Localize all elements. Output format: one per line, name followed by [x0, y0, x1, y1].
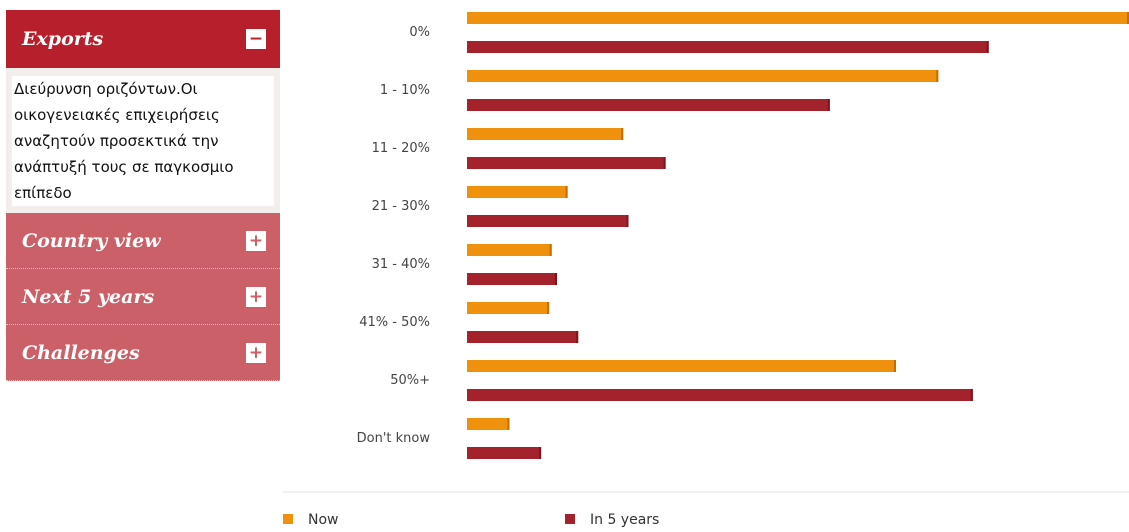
bar-now-6[interactable] — [467, 360, 896, 372]
accordion-header-challenges[interactable]: Challenges + — [6, 325, 280, 381]
bar-in-5-years-1[interactable] — [467, 99, 830, 111]
bar-end-cap — [539, 447, 542, 459]
bar-chart: 0% 1 - 10% 11 - 20% 21 - 30% 31 - 40% 41% - 5… — [283, 12, 1129, 528]
expand-icon[interactable]: + — [246, 286, 266, 307]
bar-in-5-years-5[interactable] — [467, 331, 579, 343]
bar-end-cap — [936, 70, 939, 82]
legend: Now In 5 years — [283, 512, 659, 528]
bar-end-cap — [549, 244, 552, 256]
bar-in-5-years-7[interactable] — [467, 447, 542, 459]
accordion-title: Challenges — [22, 341, 140, 364]
bar-end-cap — [970, 389, 973, 401]
bar-end-cap — [827, 99, 830, 111]
bar-now-2[interactable] — [467, 128, 624, 140]
bar-now-0[interactable] — [467, 12, 1129, 24]
accordion-header-exports[interactable]: Exports − — [6, 10, 280, 68]
bar-now-7[interactable] — [467, 418, 510, 430]
accordion: Exports − Διεύρυνση οριζόντων.Οι οικογεν… — [6, 10, 280, 381]
bar-end-cap — [663, 157, 666, 169]
accordion-panel: Διεύρυνση οριζόντων.Οι οικογενειακές επι… — [6, 68, 280, 213]
bar-in-5-years-4[interactable] — [467, 273, 557, 285]
accordion-panel-text: Διεύρυνση οριζόντων.Οι οικογενειακές επι… — [12, 76, 274, 206]
bar-now-1[interactable] — [467, 70, 939, 82]
bars-group — [467, 12, 1129, 459]
bar-end-cap — [555, 273, 557, 285]
bar-end-cap — [576, 331, 579, 343]
category-labels: 0% 1 - 10% 11 - 20% 21 - 30% 31 - 40% 41% - 5… — [357, 25, 431, 446]
bar-in-5-years-3[interactable] — [467, 215, 629, 227]
bar-in-5-years-2[interactable] — [467, 157, 666, 169]
category-label: 50%+ — [390, 373, 430, 388]
bar-now-4[interactable] — [467, 244, 552, 256]
category-label: 31 - 40% — [372, 257, 430, 272]
legend-label-now: Now — [308, 512, 339, 528]
bar-end-cap — [894, 360, 896, 372]
legend-label-in-5-years: In 5 years — [590, 512, 659, 528]
bar-in-5-years-6[interactable] — [467, 389, 973, 401]
category-label: 0% — [409, 25, 430, 40]
bar-now-5[interactable] — [467, 302, 550, 314]
bar-end-cap — [986, 41, 989, 53]
accordion-header-country-view[interactable]: Country view + — [6, 213, 280, 269]
bar-end-cap — [626, 215, 629, 227]
accordion-title: Exports — [22, 28, 104, 50]
legend-swatch-in-5-years — [565, 514, 575, 524]
category-label: 21 - 30% — [372, 199, 430, 214]
category-label: 11 - 20% — [372, 141, 430, 156]
category-label: 1 - 10% — [380, 83, 430, 98]
bar-end-cap — [1127, 12, 1129, 24]
bar-end-cap — [565, 186, 568, 198]
category-label: Don't know — [357, 431, 431, 446]
bar-end-cap — [547, 302, 550, 314]
accordion-header-next-5-years[interactable]: Next 5 years + — [6, 269, 280, 325]
expand-icon[interactable]: + — [246, 342, 266, 363]
bar-end-cap — [621, 128, 624, 140]
legend-swatch-now — [283, 514, 293, 524]
accordion-title: Next 5 years — [22, 285, 155, 308]
bar-end-cap — [507, 418, 510, 430]
accordion-title: Country view — [22, 229, 161, 252]
bar-now-3[interactable] — [467, 186, 568, 198]
bar-in-5-years-0[interactable] — [467, 41, 989, 53]
expand-icon[interactable]: + — [246, 230, 266, 251]
collapse-icon[interactable]: − — [246, 29, 266, 49]
category-label: 41% - 50% — [359, 315, 430, 330]
